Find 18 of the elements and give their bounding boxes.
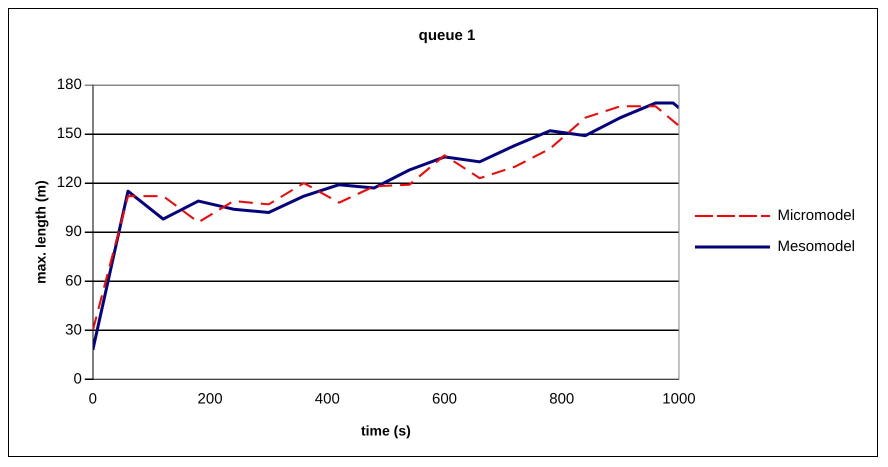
x-tick-label: 1000 (662, 390, 696, 408)
y-tick-label: 90 (65, 223, 82, 240)
x-tick-label: 0 (88, 390, 97, 408)
legend-label: Micromodel (777, 207, 855, 224)
y-tick-label: 180 (56, 76, 82, 94)
y-tick-label: 120 (56, 174, 82, 192)
x-axis-title: time (s) (361, 422, 411, 438)
y-tick-label: 60 (65, 272, 82, 290)
x-tick-label: 600 (432, 390, 458, 408)
chart-title: queue 1 (418, 27, 476, 44)
legend-label: Mesomodel (777, 238, 856, 256)
x-tick-label: 400 (314, 390, 340, 408)
x-tick-label: 200 (198, 390, 223, 408)
x-tick-label: 800 (549, 390, 574, 408)
y-tick-label: 150 (56, 125, 82, 142)
y-tick-label: 0 (73, 370, 82, 388)
y-axis-title: max. length (m) (32, 180, 48, 284)
y-tick-label: 30 (65, 321, 82, 338)
